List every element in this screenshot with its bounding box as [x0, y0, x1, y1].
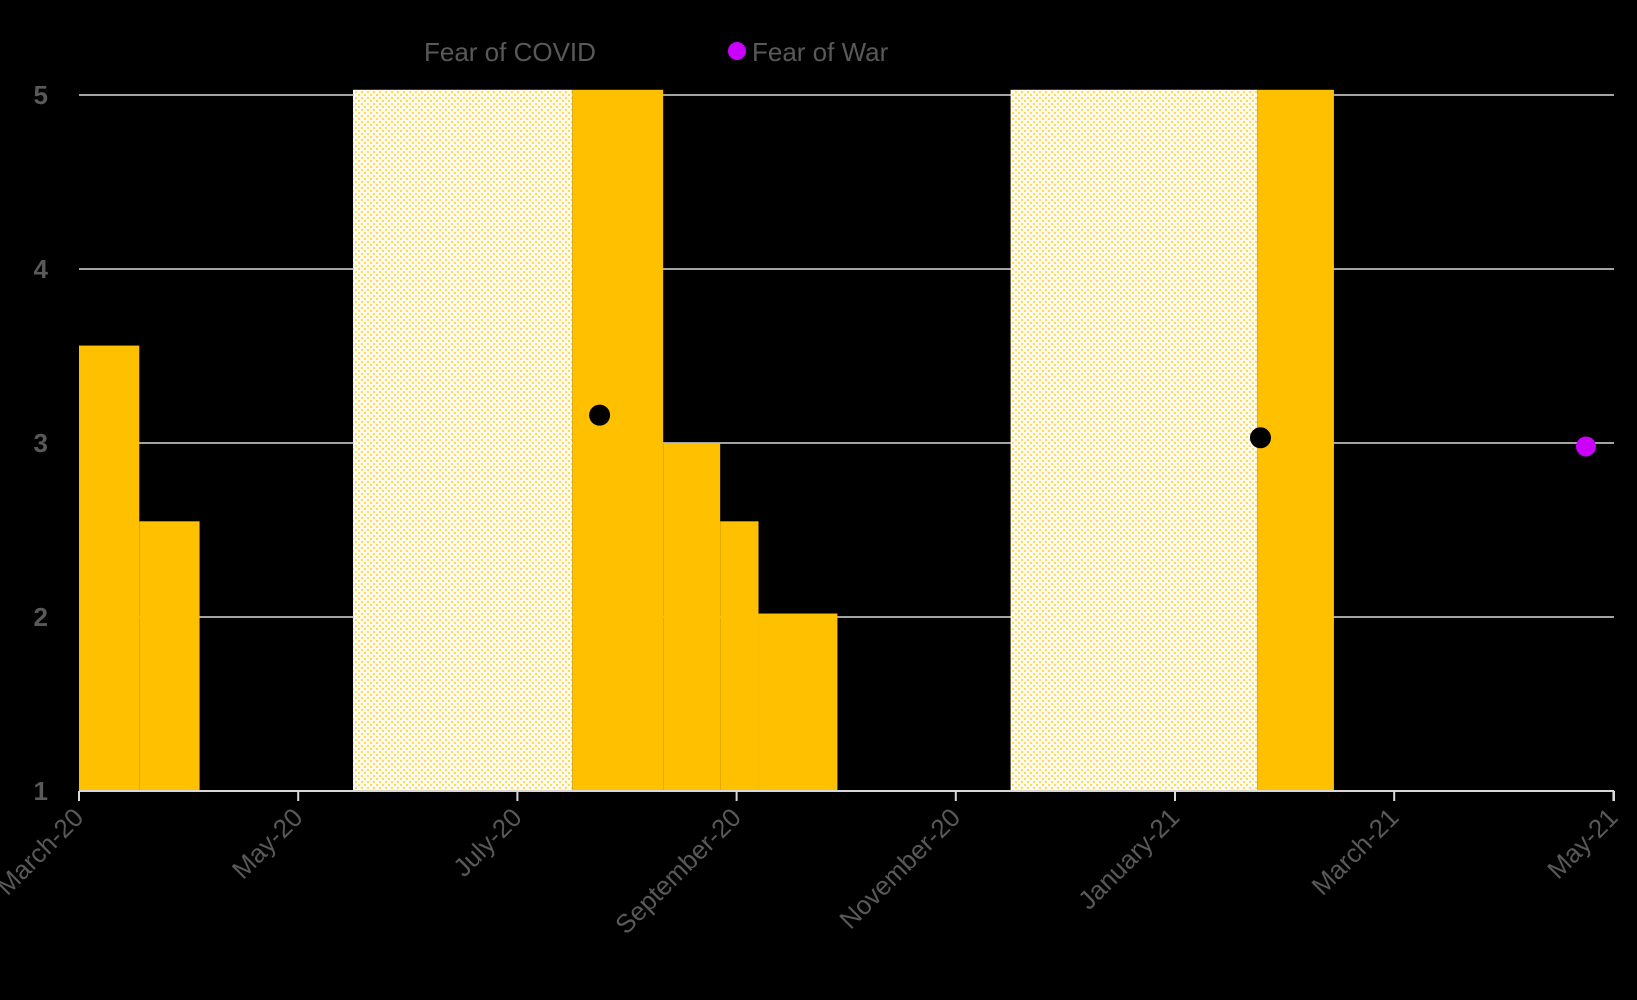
bar-2 — [353, 89, 573, 791]
y-tick-label-4: 4 — [34, 254, 49, 284]
y-tick-label-2: 2 — [34, 602, 48, 632]
bar-5 — [720, 521, 759, 791]
points — [589, 404, 1596, 457]
point-fear-of-war-0 — [1576, 436, 1596, 457]
legend: Fear of COVID Fear of War — [400, 37, 889, 67]
bar-6 — [758, 613, 838, 791]
legend-marker-war — [728, 42, 746, 60]
bar-3 — [572, 89, 664, 791]
point-fear-of-covid-1 — [1249, 427, 1271, 449]
bar-4 — [663, 443, 721, 791]
point-fear-of-covid-0 — [589, 404, 611, 426]
legend-label-war: Fear of War — [752, 37, 889, 67]
legend-marker-covid — [400, 42, 418, 60]
legend-label-covid: Fear of COVID — [424, 37, 596, 67]
bars — [79, 89, 1334, 791]
y-tick-label-1: 1 — [34, 776, 48, 806]
y-tick-label-3: 3 — [34, 428, 48, 458]
y-tick-label-5: 5 — [34, 80, 48, 110]
gridlines — [79, 94, 1614, 618]
bar-7 — [1010, 89, 1258, 791]
bar-0 — [79, 345, 140, 791]
bar-1 — [139, 521, 200, 791]
